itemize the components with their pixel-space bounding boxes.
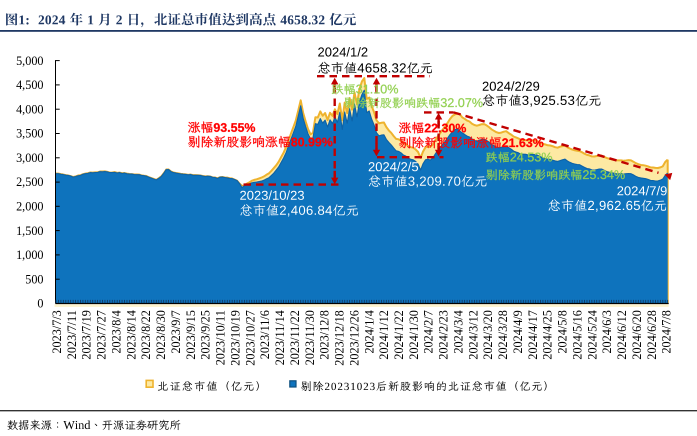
svg-text:2,500: 2,500 (16, 175, 43, 189)
svg-text:2024/1/12: 2024/1/12 (377, 310, 391, 359)
svg-text:2023/10/27: 2023/10/27 (243, 310, 257, 366)
svg-text:3,500: 3,500 (16, 127, 43, 141)
svg-text:2024/3/4: 2024/3/4 (451, 310, 465, 353)
svg-text:3,000: 3,000 (16, 151, 43, 165)
svg-text:2023/8/14: 2023/8/14 (124, 310, 138, 359)
svg-text:2024/3/28: 2024/3/28 (496, 310, 510, 359)
svg-text:2024/4/25: 2024/4/25 (541, 310, 555, 359)
svg-text:2024/6/12: 2024/6/12 (615, 310, 629, 359)
svg-text:2024/6/28: 2024/6/28 (645, 310, 659, 359)
svg-text:2024/1/22: 2024/1/22 (392, 310, 406, 359)
svg-text:2024/3/12: 2024/3/12 (466, 310, 480, 359)
svg-text:2023/9/15: 2023/9/15 (184, 310, 198, 359)
svg-text:2023/8/30: 2023/8/30 (154, 310, 168, 359)
svg-text:2024/4/9: 2024/4/9 (511, 310, 525, 353)
svg-text:2024/6/20: 2024/6/20 (630, 310, 644, 359)
svg-text:2024/7/8: 2024/7/8 (660, 310, 674, 353)
svg-text:2024/5/24: 2024/5/24 (585, 310, 599, 359)
svg-text:2023/11/22: 2023/11/22 (288, 310, 302, 365)
svg-text:2023/11/30: 2023/11/30 (303, 310, 317, 365)
svg-text:4,000: 4,000 (16, 102, 43, 116)
svg-text:2024/2/23: 2024/2/23 (437, 310, 451, 359)
svg-text:2023/7/27: 2023/7/27 (95, 310, 109, 359)
svg-text:5,000: 5,000 (16, 54, 43, 68)
svg-text:2023/12/8: 2023/12/8 (318, 310, 332, 359)
svg-text:1,500: 1,500 (16, 224, 43, 238)
svg-text:2024/5/8: 2024/5/8 (556, 310, 570, 353)
svg-text:2024/1/30: 2024/1/30 (407, 310, 421, 359)
svg-text:500: 500 (25, 272, 43, 286)
svg-text:2023/10/11: 2023/10/11 (214, 310, 228, 365)
svg-text:2024/2/7: 2024/2/7 (422, 310, 436, 353)
svg-text:2023/8/22: 2023/8/22 (139, 310, 153, 359)
svg-text:2023/9/25: 2023/9/25 (199, 310, 213, 359)
svg-text:2023/12/26: 2023/12/26 (347, 310, 361, 366)
svg-text:2024/3/20: 2024/3/20 (481, 310, 495, 359)
svg-text:2,000: 2,000 (16, 200, 43, 214)
svg-text:2024/5/16: 2024/5/16 (570, 310, 584, 359)
svg-text:2023/7/3: 2023/7/3 (50, 310, 64, 353)
svg-text:2024/6/3: 2024/6/3 (600, 310, 614, 353)
svg-text:2023/8/4: 2023/8/4 (109, 310, 123, 353)
svg-text:2024/4/17: 2024/4/17 (526, 310, 540, 359)
svg-text:2023/11/6: 2023/11/6 (258, 310, 272, 359)
svg-text:1,000: 1,000 (16, 248, 43, 262)
svg-text:2023/7/11: 2023/7/11 (65, 310, 79, 359)
svg-text:2023/7/19: 2023/7/19 (80, 310, 94, 359)
svg-text:2023/10/19: 2023/10/19 (228, 310, 242, 366)
svg-text:0: 0 (37, 297, 43, 311)
svg-text:2023/11/14: 2023/11/14 (273, 310, 287, 365)
svg-text:2024/1/4: 2024/1/4 (362, 310, 376, 353)
svg-text:4,500: 4,500 (16, 78, 43, 92)
svg-text:2023/9/7: 2023/9/7 (169, 310, 183, 353)
svg-text:2023/12/18: 2023/12/18 (332, 310, 346, 366)
